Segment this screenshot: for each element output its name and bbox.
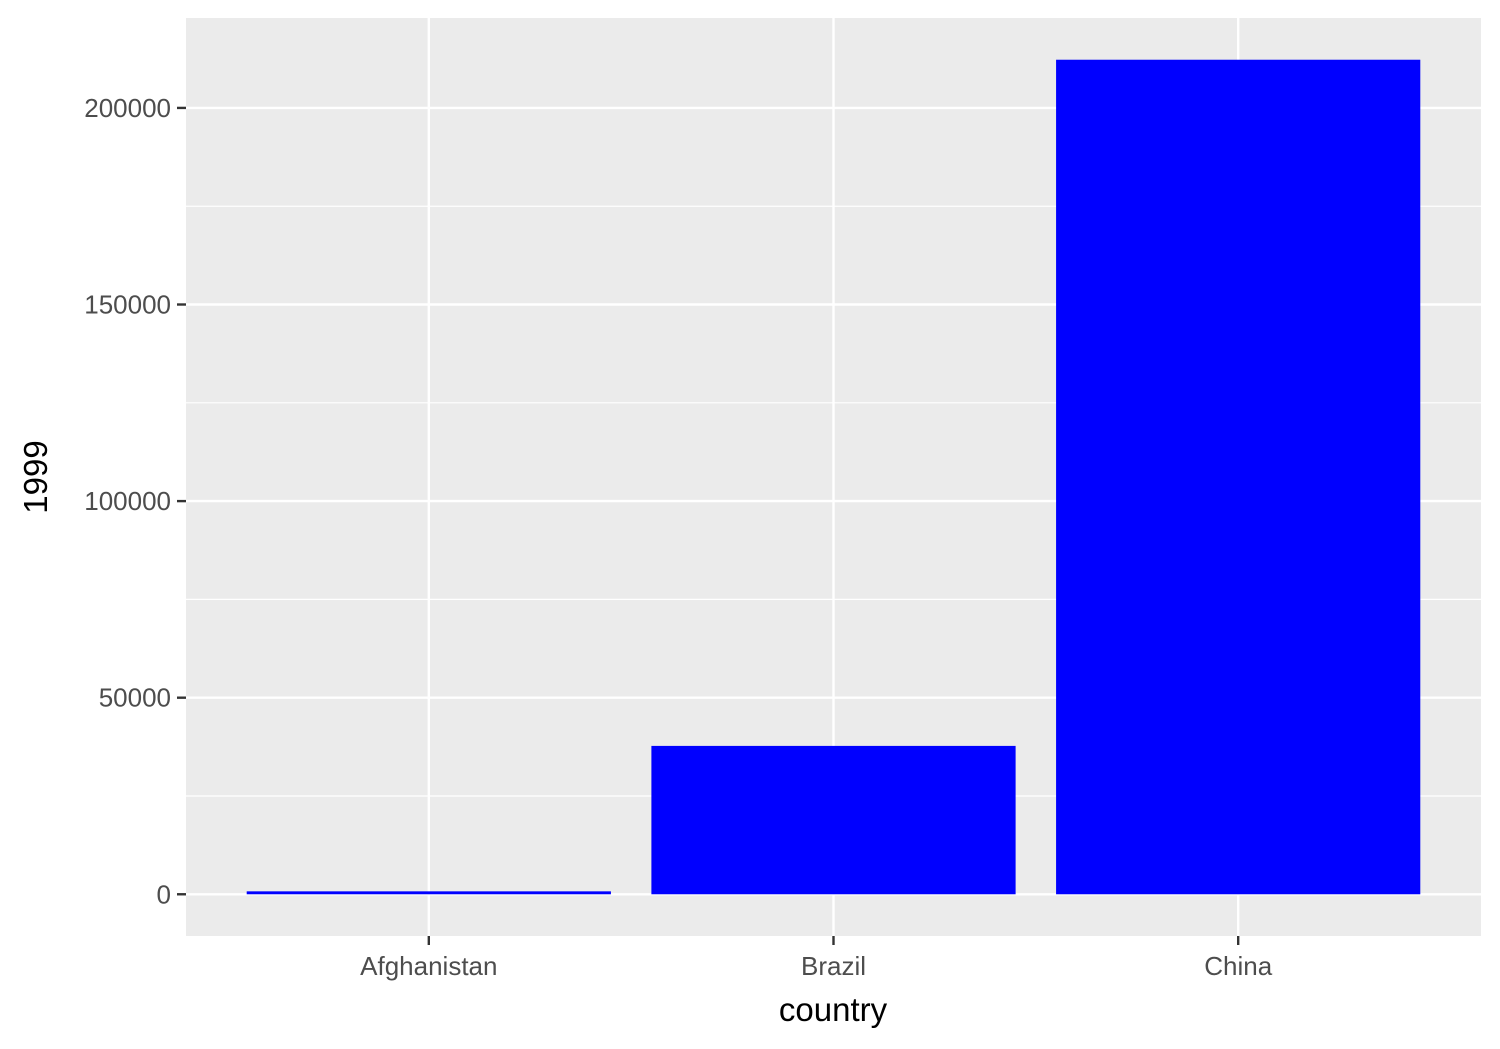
y-tick-label: 0: [157, 879, 171, 909]
y-tick-label: 150000: [84, 290, 171, 320]
y-tick-label: 200000: [84, 93, 171, 123]
bar-brazil: [651, 745, 1016, 895]
x-tick-label: China: [1204, 951, 1272, 981]
x-tick-label: Brazil: [801, 951, 866, 981]
x-axis-ticks: Afghanistan Brazil China: [360, 936, 1273, 981]
y-axis-title: 1999: [17, 440, 54, 513]
bar-china: [1056, 59, 1421, 895]
bars: [246, 59, 1421, 895]
x-tick-label: Afghanistan: [360, 951, 497, 981]
x-axis-title: country: [779, 991, 888, 1028]
y-tick-label: 100000: [84, 486, 171, 516]
y-axis-ticks: 0 50000 100000 150000 200000: [84, 93, 186, 909]
y-tick-label: 50000: [99, 683, 171, 713]
bar-afghanistan: [246, 891, 611, 895]
